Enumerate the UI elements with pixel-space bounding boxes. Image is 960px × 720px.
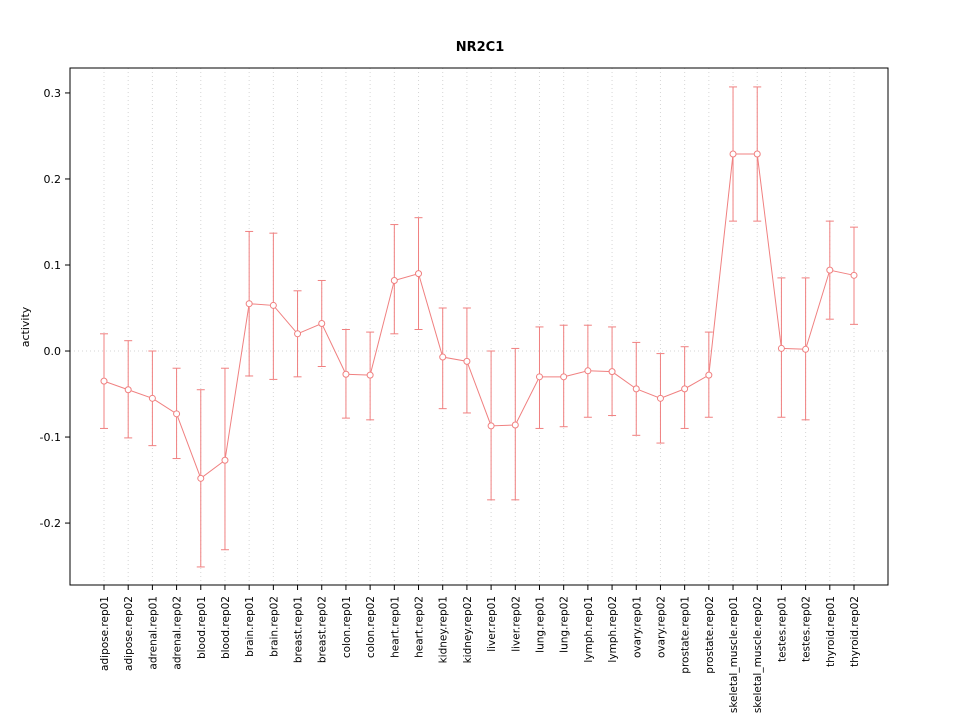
data-point — [656, 394, 664, 402]
x-tick-label: colon.rep01 — [341, 596, 353, 658]
data-point — [439, 353, 447, 361]
data-point — [681, 385, 689, 393]
x-tick-label: lymph.rep02 — [607, 596, 619, 663]
x-axis-ticks — [103, 585, 855, 590]
x-tick-label: thyroid.rep01 — [825, 596, 837, 667]
data-point — [802, 345, 810, 353]
series-line — [103, 153, 855, 480]
x-tick-label: skeletal_muscle.rep02 — [752, 596, 764, 713]
data-point — [632, 385, 640, 393]
x-tick-label: adipose.rep01 — [99, 596, 111, 671]
data-point — [535, 373, 543, 381]
data-point — [197, 474, 205, 482]
x-tick-label: adrenal.rep01 — [147, 596, 159, 670]
x-tick-label: brain.rep01 — [244, 596, 256, 657]
x-tick-label: kidney.rep02 — [462, 596, 474, 663]
data-point — [560, 373, 568, 381]
x-tick-label: lung.rep02 — [559, 596, 571, 653]
y-tick-label: 0.1 — [44, 259, 62, 272]
x-tick-label: lymph.rep01 — [583, 596, 595, 663]
y-tick-label: 0.3 — [44, 87, 62, 100]
data-point — [850, 271, 858, 279]
chart-title: NR2C1 — [455, 40, 505, 55]
x-tick-label: liver.rep01 — [486, 596, 498, 652]
data-point — [729, 150, 737, 158]
x-tick-label: blood.rep02 — [220, 596, 232, 659]
x-tick-label: lung.rep01 — [534, 596, 546, 653]
y-tick-label: -0.1 — [40, 431, 61, 444]
x-tick-label: breast.rep01 — [293, 596, 305, 663]
x-tick-label: testes.rep01 — [776, 596, 788, 662]
data-point — [342, 370, 350, 378]
x-tick-label: liver.rep02 — [510, 596, 522, 652]
plot-border — [69, 67, 889, 586]
data-point — [100, 377, 108, 385]
y-tick-label: -0.2 — [40, 517, 61, 530]
data-point — [124, 386, 132, 394]
data-point — [269, 301, 277, 309]
data-point — [245, 300, 253, 308]
data-point — [148, 394, 156, 402]
y-axis-ticks: -0.2 -0.1 0.0 0.1 0.2 0.3 — [40, 87, 70, 530]
data-point — [753, 150, 761, 158]
y-tick-label: 0.2 — [44, 173, 62, 186]
data-point — [294, 330, 302, 338]
data-points — [100, 150, 858, 482]
x-tick-label: prostate.rep02 — [704, 596, 716, 674]
data-point — [608, 368, 616, 376]
data-point — [511, 421, 519, 429]
x-tick-label: thyroid.rep02 — [849, 596, 861, 667]
x-tick-label: skeletal_muscle.rep01 — [728, 596, 740, 713]
data-point — [366, 371, 374, 379]
data-point — [415, 270, 423, 278]
x-tick-label: heart.rep01 — [389, 596, 401, 658]
x-tick-label: ovary.rep02 — [655, 596, 667, 658]
data-point — [705, 371, 713, 379]
data-point — [584, 367, 592, 375]
x-tick-label: breast.rep02 — [317, 596, 329, 663]
error-bars — [100, 86, 858, 568]
data-point — [390, 276, 398, 284]
x-tick-label: colon.rep02 — [365, 596, 377, 658]
x-tick-label: brain.rep02 — [268, 596, 280, 657]
data-point — [777, 344, 785, 352]
x-tick-label: heart.rep02 — [414, 596, 426, 658]
x-tick-label: ovary.rep01 — [631, 596, 643, 658]
x-tick-label: prostate.rep01 — [680, 596, 692, 674]
x-gridlines — [103, 68, 855, 585]
data-point — [173, 410, 181, 418]
x-tick-label: testes.rep02 — [801, 596, 813, 662]
x-tick-label: blood.rep01 — [196, 596, 208, 659]
x-tick-label: kidney.rep01 — [438, 596, 450, 663]
data-point — [221, 456, 229, 464]
x-tick-label: adipose.rep02 — [123, 596, 135, 671]
data-point — [463, 357, 471, 365]
data-point — [318, 319, 326, 327]
x-tick-label: adrenal.rep02 — [172, 596, 184, 670]
x-axis-labels: adipose.rep01 adipose.rep02 adrenal.rep01 a… — [99, 596, 861, 713]
y-axis-title: activity — [19, 306, 32, 348]
data-point — [826, 266, 834, 274]
data-point — [487, 422, 495, 430]
y-tick-label: 0.0 — [44, 345, 62, 358]
